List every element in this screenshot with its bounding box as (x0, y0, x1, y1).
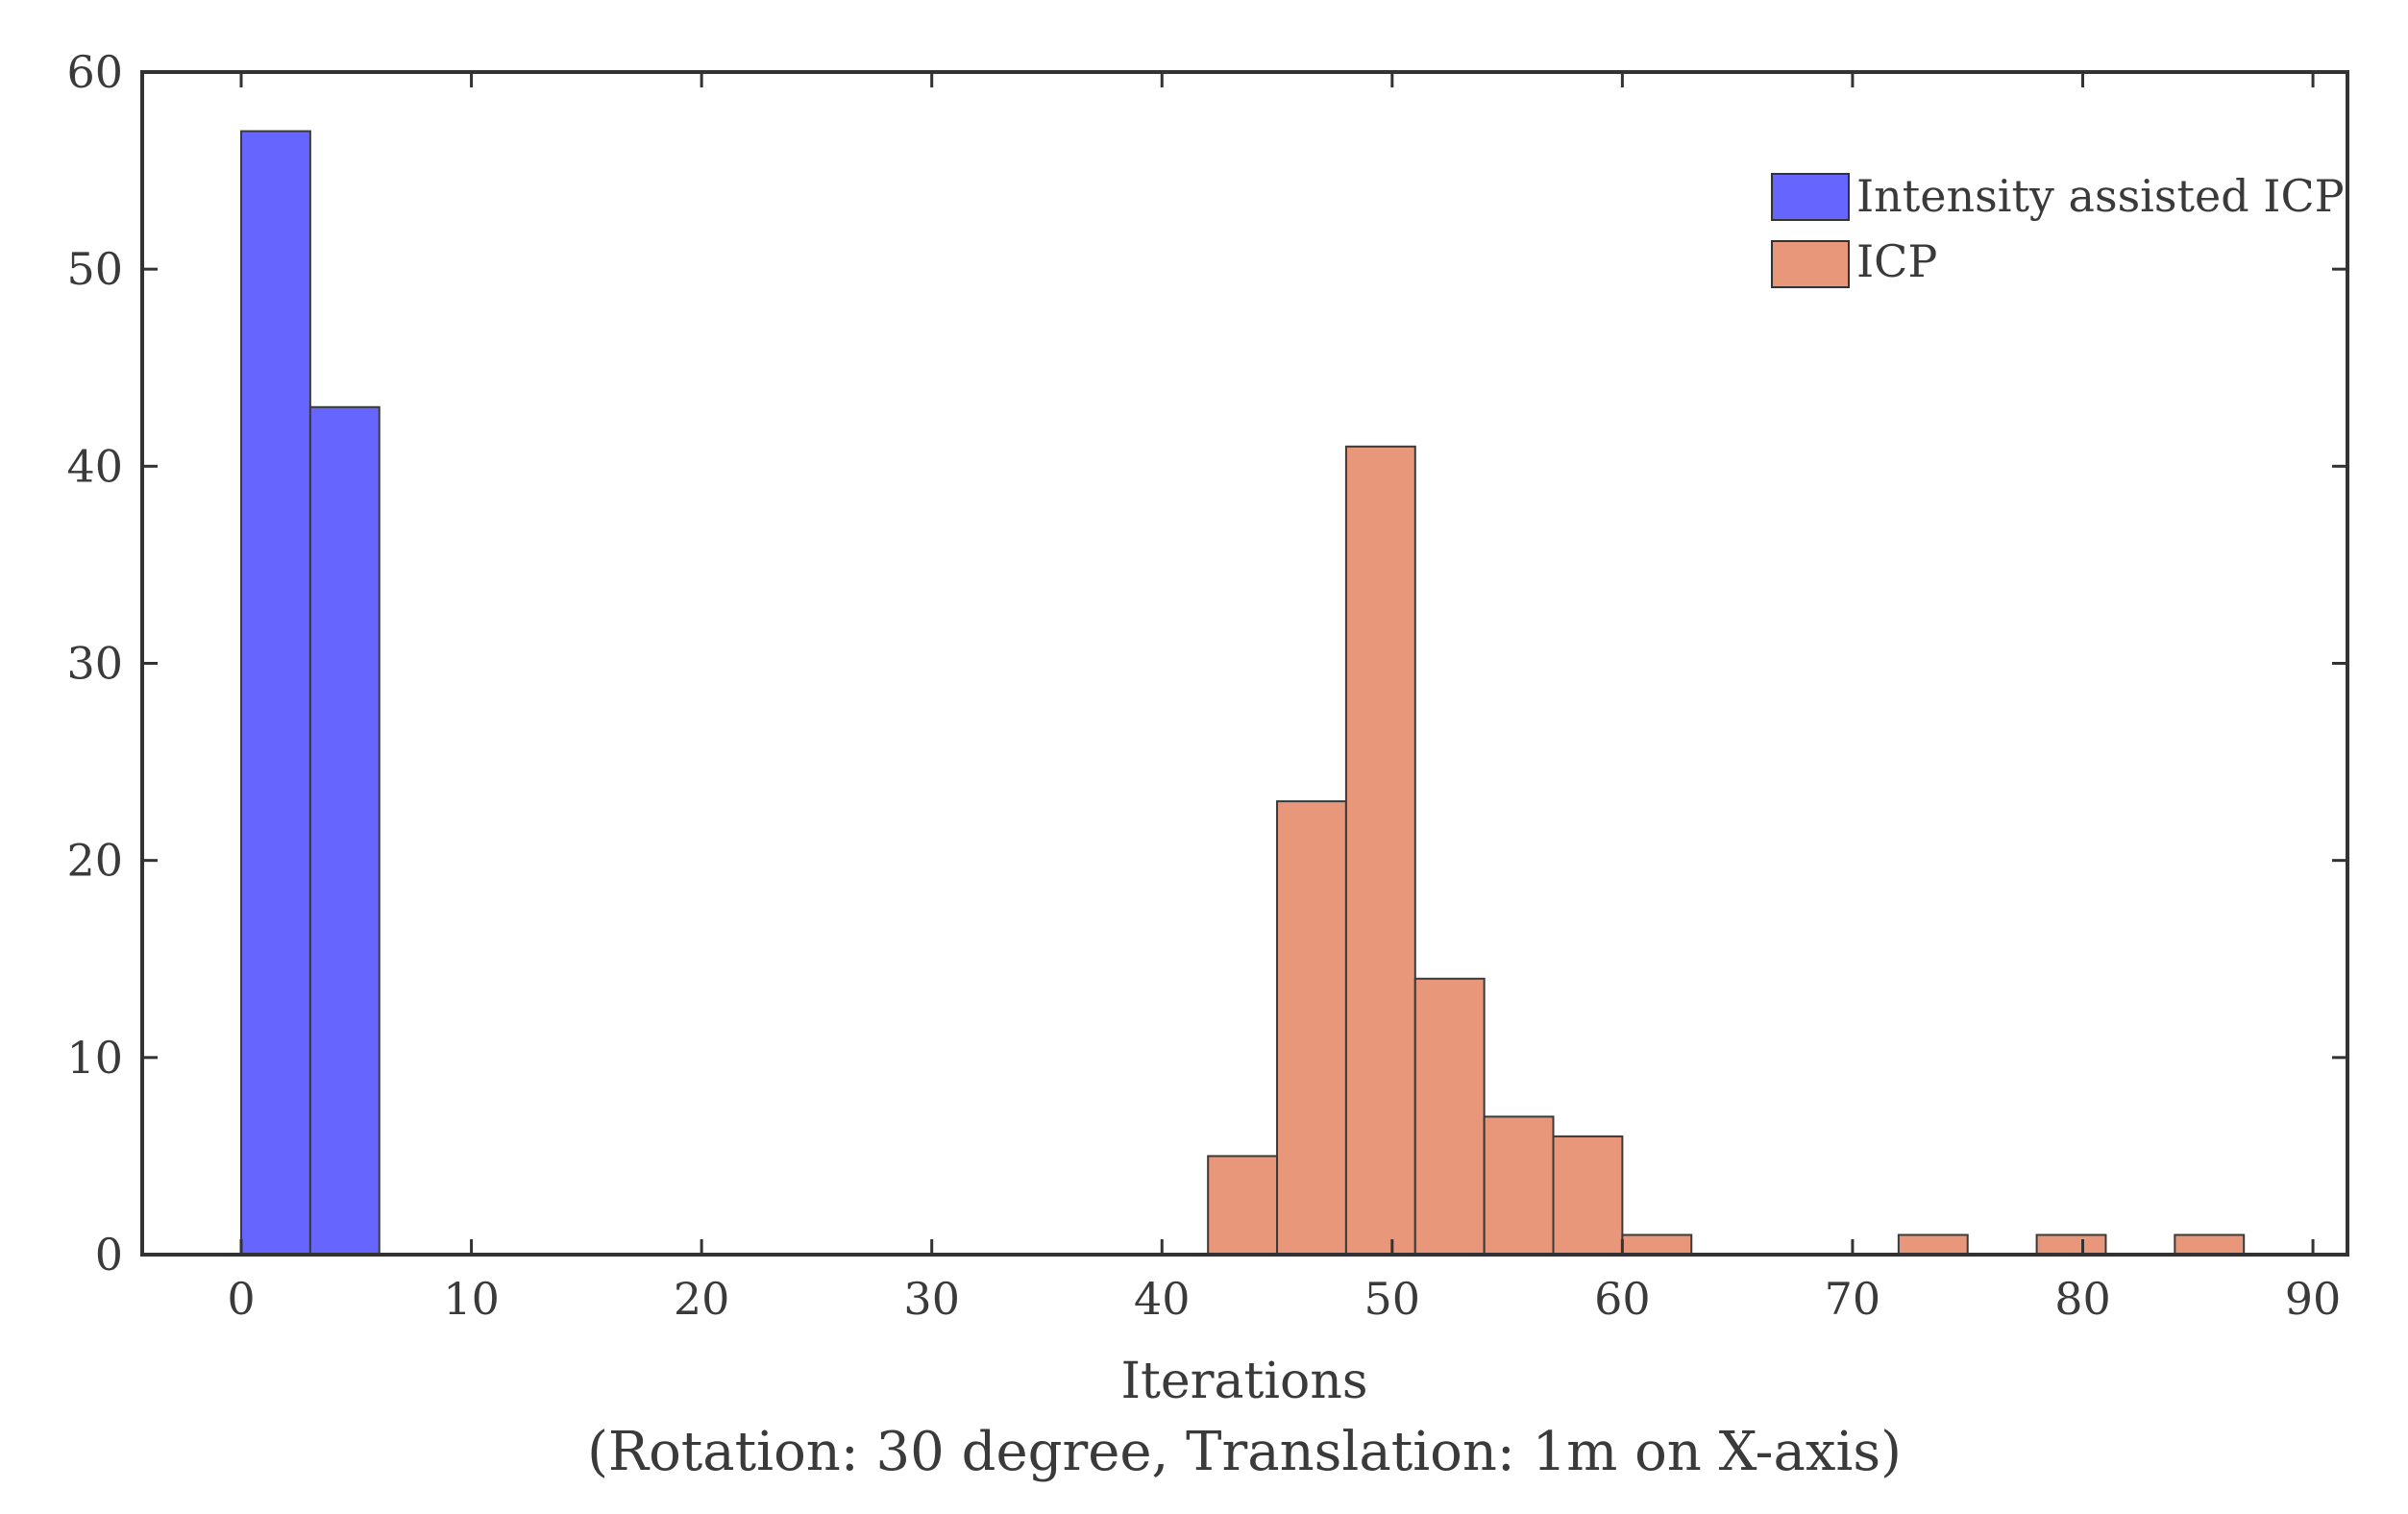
y-tick-label-30: 30 (66, 638, 123, 690)
x-tick-label-70: 70 (1825, 1273, 1881, 1325)
legend: Intensity assisted ICP ICP (1771, 170, 2345, 288)
bar-icp-78 (2035, 1233, 2107, 1256)
bar-icp-42 (1207, 1155, 1279, 1256)
x-tick-label-90: 90 (2285, 1273, 2342, 1325)
bar-icp-48 (1344, 445, 1416, 1257)
ticks-layer (142, 70, 2347, 1257)
bar-intensity-assisted-icp-0 (240, 130, 311, 1256)
bar-icp-84 (2174, 1233, 2246, 1256)
y-tick-label-40: 40 (66, 440, 123, 492)
bar-icp-45 (1276, 800, 1347, 1256)
y-tick-label-60: 60 (66, 46, 123, 98)
plot-frame (140, 70, 2349, 1257)
bars-layer (240, 130, 2246, 1257)
x-tick-label-10: 10 (443, 1273, 500, 1325)
x-tick-label-50: 50 (1364, 1273, 1421, 1325)
bar-intensity-assisted-icp-3 (308, 405, 381, 1256)
chart-caption: (Rotation: 30 degree, Translation: 1m on… (587, 1421, 1902, 1483)
x-tick-label-60: 60 (1594, 1273, 1651, 1325)
bar-icp-51 (1413, 977, 1486, 1256)
y-tick-label-0: 0 (95, 1229, 123, 1281)
x-tick-label-40: 40 (1134, 1273, 1191, 1325)
x-tick-label-30: 30 (903, 1273, 960, 1325)
x-tick-label-20: 20 (674, 1273, 730, 1325)
bar-icp-60 (1621, 1233, 1693, 1256)
bar-icp-57 (1552, 1135, 1624, 1257)
legend-label-intensity-assisted-icp: Intensity assisted ICP (1856, 170, 2345, 222)
y-tick-label-20: 20 (66, 835, 123, 887)
x-tick-label-80: 80 (2054, 1273, 2111, 1325)
bar-icp-72 (1897, 1233, 1969, 1256)
legend-swatch-intensity-assisted-icp (1771, 173, 1850, 221)
legend-swatch-icp (1771, 240, 1850, 288)
y-tick-label-10: 10 (66, 1032, 123, 1084)
x-tick-label-0: 0 (227, 1273, 255, 1325)
tick-labels-layer: 0 10 20 30 40 50 60 70 80 90 0 10 20 30 40 50 60 (66, 46, 2341, 1325)
x-axis-label: Iterations (1120, 1353, 1367, 1410)
legend-label-icp: ICP (1856, 235, 1937, 287)
bar-icp-54 (1483, 1115, 1555, 1256)
y-tick-label-50: 50 (66, 243, 123, 295)
